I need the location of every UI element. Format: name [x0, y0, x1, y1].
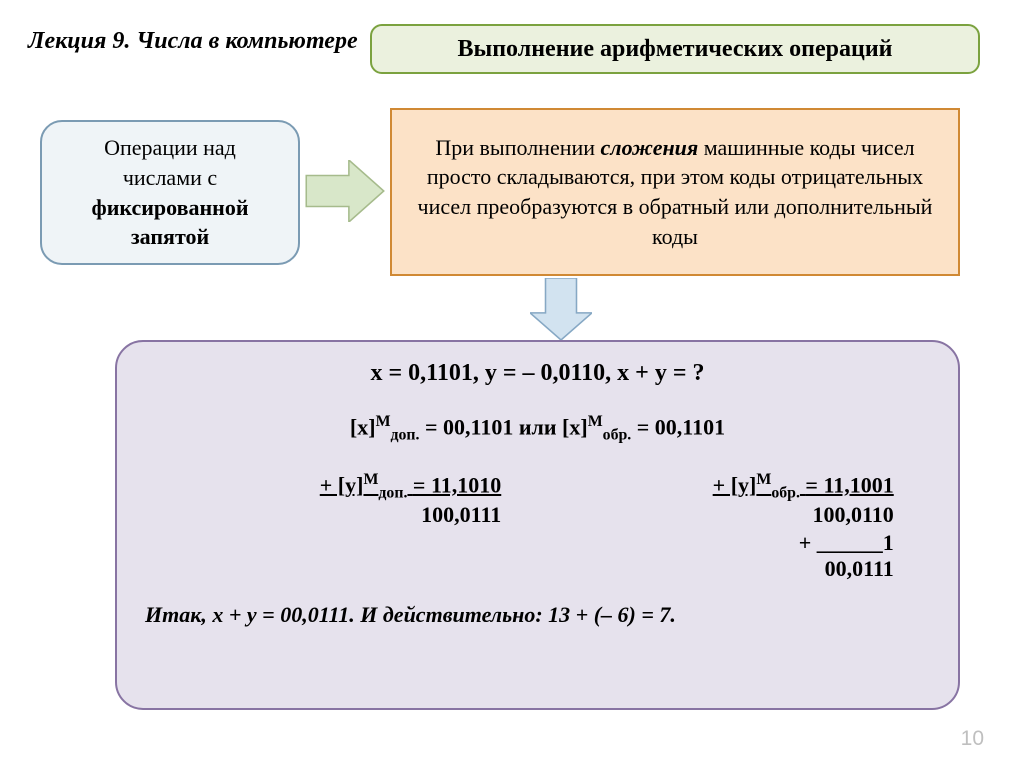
colA-r1: + [y]Мдоп. = 11,1010	[181, 471, 501, 503]
colB-r3: 00,0111	[574, 556, 894, 582]
left-line2: числами с	[123, 165, 217, 190]
sup-M: М	[376, 413, 391, 430]
header-text: Выполнение арифметических операций	[457, 36, 892, 63]
sub-obr: обр.	[603, 427, 632, 444]
l2-left-val: = 00,1101	[425, 414, 513, 439]
sub-dop: доп.	[391, 427, 420, 444]
colB-plus: + ______1	[574, 530, 894, 556]
right-pre: При выполнении	[435, 135, 600, 160]
header-box: Выполнение арифметических операций	[370, 24, 980, 74]
result-col-b: + [y]Мобр. = 11,1001 100,0110 + ______1 …	[574, 471, 894, 583]
arrow-down-icon	[530, 278, 592, 340]
l2-right-val: = 00,1101	[637, 414, 725, 439]
left-box: Операции над числами с фиксированной зап…	[40, 120, 300, 265]
result-box: x = 0,1101, y = – 0,0110, x + y = ? [x]М…	[115, 340, 960, 710]
right-box: При выполнении сложения машинные коды чи…	[390, 108, 960, 276]
colB-r1: + [y]Мобр. = 11,1001	[574, 471, 894, 503]
page-number: 10	[961, 727, 984, 751]
right-box-content: При выполнении сложения машинные коды чи…	[414, 133, 936, 252]
result-columns: + [y]Мдоп. = 11,1010 100,0111 + [y]Мобр.…	[145, 471, 930, 583]
lecture-title: Лекция 9. Числа в компьютере	[28, 28, 358, 55]
left-line3: фиксированной	[91, 195, 248, 220]
right-em: сложения	[601, 135, 699, 160]
result-line1: x = 0,1101, y = – 0,0110, x + y = ?	[145, 360, 930, 387]
left-line1: Операции над	[104, 135, 236, 160]
arrow-right-icon	[305, 160, 385, 222]
left-line4: запятой	[131, 224, 209, 249]
colB-r2: 100,0110	[574, 502, 894, 528]
left-box-content: Операции над числами с фиксированной зап…	[91, 133, 248, 252]
result-final: Итак, x + y = 00,0111. И действительно: …	[145, 602, 930, 628]
colA-r2: 100,0111	[181, 502, 501, 528]
sup-M2: М	[588, 413, 603, 430]
l2-mid: или	[513, 414, 562, 439]
result-line2: [x]Мдоп. = 00,1101 или [x]Мобр. = 00,110…	[145, 413, 930, 445]
result-col-a: + [y]Мдоп. = 11,1010 100,0111	[181, 471, 501, 583]
